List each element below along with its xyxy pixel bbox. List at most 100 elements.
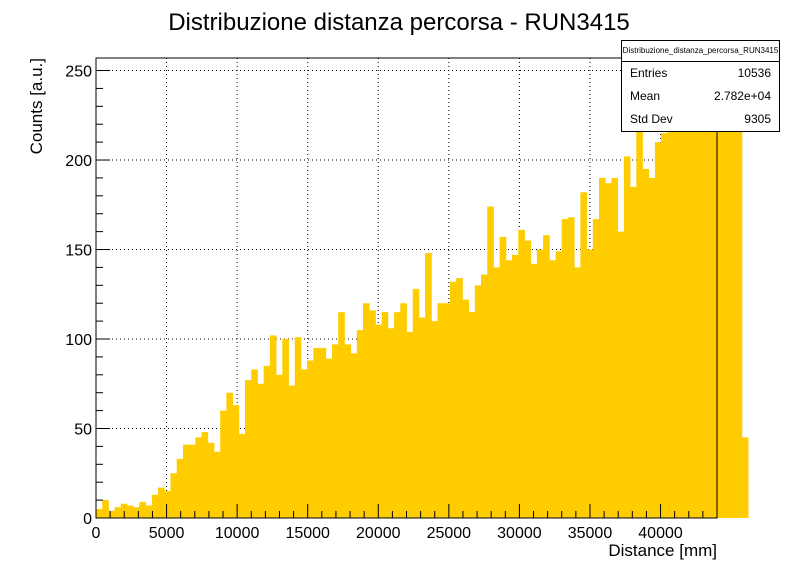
histogram-bar (605, 183, 612, 519)
histogram-bar (487, 206, 494, 519)
histogram-bar (561, 219, 569, 519)
histogram-bar (151, 494, 159, 518)
histogram-bar (449, 281, 457, 518)
histogram-bar (698, 102, 705, 519)
histogram-bar (213, 451, 221, 518)
histogram-bar (300, 369, 308, 518)
stats-stddev-row: Std Dev 9305 (622, 108, 779, 131)
histogram-bar (220, 410, 227, 518)
histogram-bar (549, 260, 556, 518)
histogram-bar (648, 177, 656, 518)
histogram-bar (412, 288, 420, 518)
histogram-bar (387, 328, 395, 518)
histogram-bar (288, 385, 296, 518)
x-tick-label: 25000 (427, 525, 472, 542)
x-axis: 0 5000 10000 15000 20000 25000 30000 35000 40000 (92, 504, 718, 542)
histogram-bar (623, 156, 631, 518)
stats-mean-value: 2.782e+04 (713, 89, 771, 103)
stats-entries-label: Entries (630, 66, 668, 80)
x-tick-label: 40000 (638, 525, 683, 542)
histogram-bar (269, 335, 277, 518)
histogram-bar (120, 503, 128, 518)
histogram-bar (307, 360, 314, 518)
histogram-bar (325, 358, 333, 518)
histogram-bar (189, 444, 196, 518)
histogram-bar (574, 267, 581, 518)
y-tick-label: 150 (65, 243, 92, 260)
histogram-bar (505, 260, 513, 518)
chart-title: Distribuzione distanza percorsa - RUN341… (168, 9, 630, 36)
y-tick-label: 0 (83, 511, 92, 528)
histogram-bar (164, 491, 171, 518)
histogram-bar (331, 344, 339, 518)
histogram-bar (599, 177, 606, 518)
histogram-bar (717, 106, 724, 519)
histogram-bar (493, 267, 501, 518)
histogram-bar (195, 437, 202, 518)
histogram-bar (294, 337, 302, 518)
histogram-bar (499, 236, 507, 518)
histogram-bar (96, 509, 103, 518)
histogram-bar (263, 365, 271, 518)
histogram-bar (170, 473, 178, 518)
stats-entries-value: 10536 (737, 66, 771, 80)
histogram-bar (418, 317, 426, 518)
x-tick-label: 20000 (356, 525, 401, 542)
histogram-bar (394, 312, 401, 518)
histogram-bar (630, 186, 637, 519)
histogram-bar (642, 168, 650, 518)
stats-entries-row: Entries 10536 (622, 62, 779, 85)
x-axis-label: Distance [mm] (608, 541, 717, 560)
histogram-bar (685, 124, 693, 518)
histogram-bar (176, 458, 184, 518)
histogram-bar (145, 505, 153, 518)
histogram-bar (226, 392, 234, 518)
stats-stddev-label: Std Dev (630, 112, 673, 126)
histogram-bar (425, 253, 432, 518)
histogram-bar (543, 235, 550, 519)
histogram-bars (96, 58, 749, 519)
histogram-bar (369, 310, 376, 518)
histogram-bar (201, 432, 209, 518)
histogram-bar (679, 115, 687, 518)
stats-mean-label: Mean (630, 89, 661, 103)
histogram-bar (133, 507, 140, 518)
histogram-bar (636, 83, 643, 519)
histogram-bar (729, 58, 737, 518)
histogram-bar (245, 380, 252, 518)
histogram-bar (375, 324, 383, 518)
histogram-bar (456, 278, 463, 518)
histogram-bar (363, 303, 370, 518)
histogram-bar (108, 510, 116, 518)
histogram-bar (524, 240, 532, 518)
histogram-bar (518, 229, 525, 518)
x-tick-label: 35000 (568, 525, 613, 542)
histogram-bar (313, 347, 320, 518)
histogram-bar (481, 274, 488, 518)
histogram-bar (319, 347, 327, 518)
histogram-bar (580, 192, 587, 518)
stats-box-title: Distribuzione_distanza_percorsa_RUN3415 (622, 41, 779, 62)
histogram-bar (276, 374, 283, 518)
histogram-bar (443, 303, 451, 518)
y-tick-label: 200 (65, 153, 92, 170)
histogram-bar (530, 263, 538, 518)
histogram-bar (654, 142, 662, 518)
histogram-bar (667, 106, 674, 519)
histogram-bar (139, 501, 147, 518)
x-tick-label: 5000 (149, 525, 185, 542)
histogram-bar (704, 97, 712, 518)
histogram-bar (536, 249, 544, 518)
histogram-bar (468, 312, 476, 518)
histogram-bar (158, 487, 165, 518)
x-tick-label: 0 (92, 525, 101, 542)
histogram-bar (238, 433, 246, 518)
histogram-bar (207, 442, 215, 518)
histogram-bar (232, 405, 240, 518)
y-tick-label: 250 (65, 64, 92, 81)
stats-box: Distribuzione_distanza_percorsa_RUN3415 … (621, 40, 780, 132)
histogram-bar (344, 344, 352, 518)
histogram-bar (692, 109, 699, 518)
histogram-bar (673, 127, 681, 518)
histogram-bar (592, 219, 600, 519)
